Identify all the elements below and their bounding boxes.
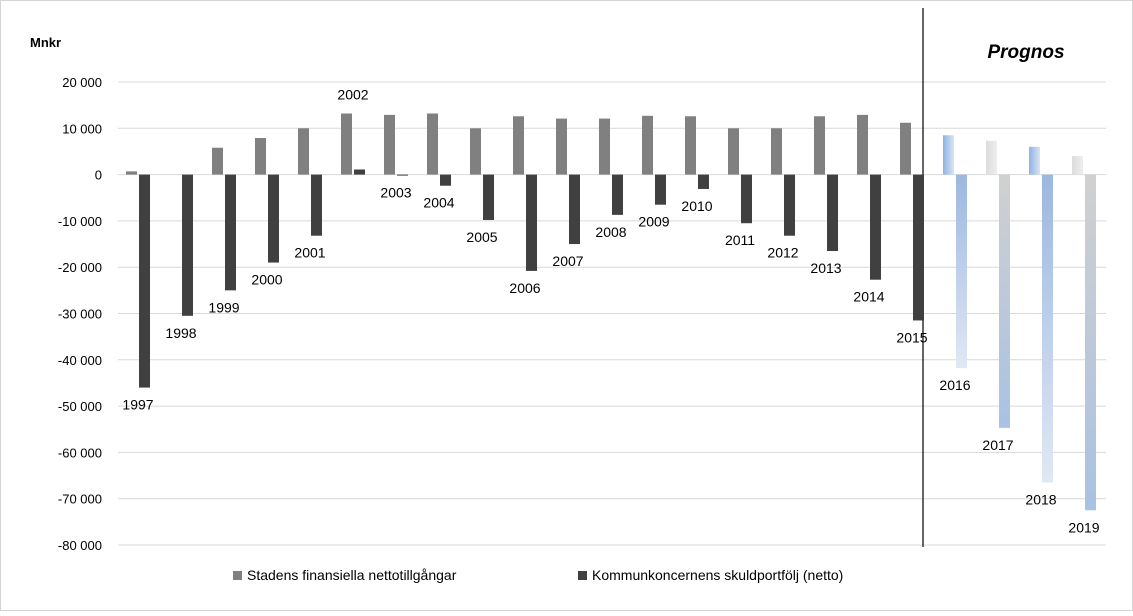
- bar-debt-2011: [741, 174, 752, 224]
- category-label-2007: 2007: [552, 253, 583, 269]
- category-label-2014: 2014: [853, 289, 884, 305]
- y-tick-label: -10 000: [58, 214, 102, 229]
- legend-label-debt: Kommunkoncernens skuldportfölj (netto): [592, 567, 843, 583]
- bar-debt-2013: [827, 174, 838, 251]
- bar-debt-1998: [182, 174, 193, 316]
- forecast-label: Prognos: [987, 42, 1064, 63]
- category-label-2016: 2016: [939, 377, 970, 393]
- bar-debt-2016: [956, 174, 967, 369]
- bar-assets-2016: [943, 135, 954, 175]
- bar-debt-1999: [225, 174, 236, 291]
- y-tick-label: -40 000: [58, 353, 102, 368]
- y-tick-label: 10 000: [62, 121, 102, 136]
- category-label-2002: 2002: [337, 86, 368, 102]
- bar-debt-2007: [569, 174, 580, 245]
- bar-debt-2010: [698, 174, 709, 189]
- bar-assets-1997: [126, 171, 137, 175]
- bar-assets-2006: [513, 116, 524, 175]
- legend: Stadens finansiella nettotillgångar Komm…: [233, 567, 843, 583]
- y-tick-label: 20 000: [62, 75, 102, 90]
- bar-assets-2012: [771, 128, 782, 175]
- bar-assets-2010: [685, 116, 696, 175]
- legend-swatch-assets: [233, 571, 242, 580]
- y-tick-label: -60 000: [58, 445, 102, 460]
- y-tick-label: -20 000: [58, 260, 102, 275]
- category-label-2013: 2013: [810, 260, 841, 276]
- bar-debt-2002: [354, 169, 365, 175]
- bar-assets-2003: [384, 114, 395, 175]
- bar-debt-2017: [999, 174, 1010, 428]
- bar-debt-2004: [440, 174, 451, 186]
- category-label-2004: 2004: [423, 195, 454, 211]
- bar-assets-2009: [642, 115, 653, 175]
- bar-assets-2001: [298, 128, 309, 175]
- bar-assets-2002: [341, 113, 352, 175]
- legend-swatch-debt: [578, 571, 587, 580]
- bar-debt-2018: [1042, 174, 1053, 483]
- y-tick-label: -70 000: [58, 492, 102, 507]
- bar-debt-1997: [139, 174, 150, 388]
- category-label-2005: 2005: [466, 229, 497, 245]
- bar-debt-2014: [870, 174, 881, 280]
- category-label-2008: 2008: [595, 224, 626, 240]
- y-tick-label: 0: [95, 168, 102, 183]
- category-label-1998: 1998: [165, 325, 196, 341]
- bar-debt-2000: [268, 174, 279, 263]
- category-label-2006: 2006: [509, 280, 540, 296]
- bar-debt-2015: [913, 174, 924, 321]
- bar-debt-2009: [655, 174, 666, 205]
- bar-assets-2000: [255, 138, 266, 175]
- bar-assets-2011: [728, 128, 739, 175]
- category-label-2000: 2000: [251, 272, 282, 288]
- category-label-2003: 2003: [380, 185, 411, 201]
- category-label-2012: 2012: [767, 245, 798, 261]
- category-label-2018: 2018: [1025, 491, 1056, 507]
- gridlines: [118, 81, 1106, 546]
- bar-debt-2005: [483, 174, 494, 220]
- bar-assets-2017: [986, 140, 997, 175]
- y-tick-label: -30 000: [58, 307, 102, 322]
- bar-debt-2008: [612, 174, 623, 215]
- bar-assets-2007: [556, 118, 567, 175]
- y-axis-label: Mnkr: [30, 35, 61, 50]
- bar-assets-2018: [1029, 146, 1040, 175]
- bar-assets-2015: [900, 122, 911, 175]
- bar-debt-2012: [784, 174, 795, 236]
- bars: [126, 113, 1096, 511]
- bar-assets-2004: [427, 113, 438, 175]
- category-label-2017: 2017: [982, 437, 1013, 453]
- bar-debt-2003: [397, 174, 408, 176]
- legend-label-assets: Stadens finansiella nettotillgångar: [247, 567, 457, 583]
- category-label-1997: 1997: [122, 397, 153, 413]
- category-label-2015: 2015: [896, 329, 927, 345]
- bar-assets-2019: [1072, 156, 1083, 175]
- category-label-2011: 2011: [725, 232, 755, 248]
- category-label-2009: 2009: [638, 214, 669, 230]
- category-label-2001: 2001: [294, 245, 325, 261]
- bar-assets-2013: [814, 116, 825, 175]
- category-labels: 1997 1998 1999 2000 2001 2002 2003 2004 2005 2006…: [122, 86, 1099, 535]
- bar-debt-2001: [311, 174, 322, 236]
- y-tick-label: -50 000: [58, 399, 102, 414]
- bar-assets-2008: [599, 118, 610, 175]
- bar-assets-1999: [212, 147, 223, 175]
- y-tick-label: -80 000: [58, 538, 102, 553]
- y-axis: 20 000 10 000 0 -10 000 -20 000 -30 000 -40 00…: [58, 75, 102, 553]
- category-label-2019: 2019: [1068, 519, 1099, 535]
- category-label-1999: 1999: [208, 299, 239, 315]
- category-label-2010: 2010: [681, 198, 712, 214]
- bar-assets-2014: [857, 114, 868, 175]
- bar-assets-2005: [470, 128, 481, 175]
- bar-debt-2019: [1085, 174, 1096, 511]
- bar-debt-2006: [526, 174, 537, 271]
